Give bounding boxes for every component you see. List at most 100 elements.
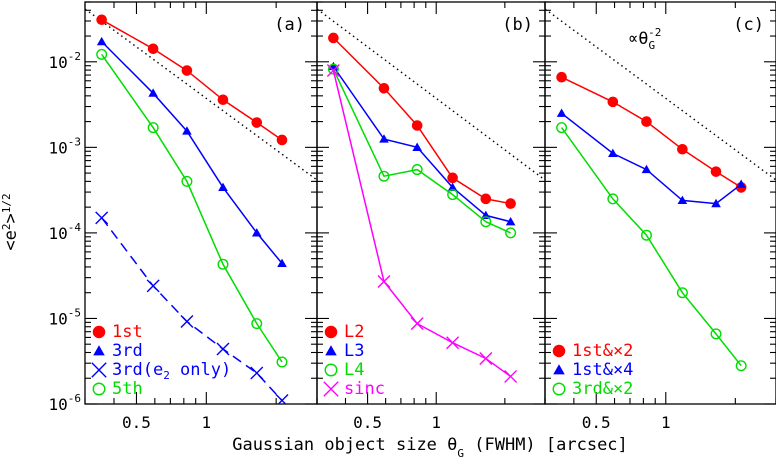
panels: 0.5 1 10-2 10-3 10-4 10-5 10-6 (a) 1st3rd3rd(e2 … [48, 1, 776, 432]
x-tick-label: 0.5 [122, 413, 151, 432]
data-point [378, 83, 390, 94]
plot-area [545, 8, 776, 372]
data-point [710, 328, 722, 340]
data-point [677, 143, 688, 155]
data-point [377, 275, 391, 289]
data-point [324, 363, 338, 377]
series-l4 [327, 63, 517, 239]
data-point [275, 393, 289, 404]
y-tick-label: 10-4 [48, 221, 81, 243]
x-tick-label: 1 [201, 413, 211, 432]
data-point [447, 189, 459, 201]
data-point [217, 94, 229, 106]
data-point [677, 195, 688, 204]
panel-label: (a) [274, 15, 305, 35]
data-point [556, 71, 567, 83]
data-point [446, 336, 460, 350]
data-point [92, 382, 106, 396]
plot-area [85, 8, 317, 404]
legend-label: 3rd&×2 [572, 379, 633, 399]
data-point [96, 14, 107, 26]
data-point [180, 315, 194, 329]
legend-label: 3rd [112, 341, 143, 361]
data-point [556, 122, 568, 134]
series-line [332, 66, 511, 223]
legend-label: 3rd(e2 only) [112, 360, 231, 382]
data-point [378, 170, 390, 182]
y-tick-label: 10-5 [48, 306, 81, 328]
legend-entry: 3rd&×2 [552, 379, 633, 399]
data-point [552, 344, 566, 358]
data-point [379, 134, 389, 143]
data-point [181, 65, 193, 76]
data-point [96, 36, 107, 46]
series-5th [96, 48, 288, 368]
legend-entry: L2 [324, 322, 364, 342]
data-point [325, 345, 337, 356]
data-point [327, 63, 339, 75]
x-tick-label: 1 [431, 413, 441, 432]
legend-entry: L3 [325, 341, 364, 361]
data-point [96, 48, 108, 60]
data-point [505, 198, 516, 209]
data-point [146, 279, 160, 293]
legend-entry: 1st&×4 [553, 360, 633, 380]
y-tick-label: 10-3 [48, 135, 81, 157]
data-point [181, 175, 193, 187]
x-tick-label: 1 [661, 413, 671, 432]
x-tick-label: 0.5 [582, 413, 611, 432]
data-point [552, 382, 566, 396]
data-point [276, 134, 288, 146]
legend-label: L4 [344, 360, 364, 380]
legend-entry: 5th [92, 379, 143, 399]
series-line [332, 70, 512, 378]
data-point [607, 96, 619, 108]
legend-entry: L4 [324, 360, 364, 380]
y-axis-label: <e2>1/2 [0, 193, 21, 250]
series-l2 [328, 32, 516, 209]
data-point [147, 122, 159, 134]
data-point [480, 216, 492, 228]
data-point [505, 216, 516, 226]
data-point [641, 116, 652, 127]
data-point [93, 345, 105, 356]
legend-label: 1st [112, 322, 143, 342]
data-point [710, 166, 722, 177]
series-3rd [96, 36, 287, 268]
legend-label: sinc [344, 379, 385, 399]
series-line [101, 41, 283, 264]
data-point [556, 108, 567, 117]
data-point [735, 360, 747, 372]
data-point [736, 179, 746, 188]
series-3rd-2 [556, 122, 747, 372]
data-point [640, 229, 652, 241]
panel-frame [544, 1, 776, 405]
data-point [216, 342, 230, 356]
data-point [277, 258, 287, 268]
data-point [553, 364, 565, 375]
y-tick-label: 10-2 [48, 50, 81, 72]
data-point [711, 198, 721, 208]
data-point [411, 120, 423, 131]
data-point [608, 148, 618, 157]
reference-line [85, 8, 317, 181]
series-1st-4 [556, 108, 746, 208]
legend-entry: sinc [323, 379, 385, 399]
series-line [101, 53, 283, 363]
data-point [276, 356, 288, 368]
data-point [607, 193, 619, 205]
panel-1: 0.5 1 10-2 10-3 10-4 10-5 10-6 (a) 1st3rd3rd(e2 … [48, 1, 318, 432]
x-tick-label: 0.5 [353, 413, 382, 432]
legend-entry: 1st&×2 [552, 341, 633, 361]
data-point [251, 228, 262, 237]
data-point [147, 43, 159, 55]
legend-entry: 3rd [93, 341, 143, 361]
legend-label: 5th [112, 379, 143, 399]
data-point [95, 211, 109, 225]
data-point [323, 381, 339, 397]
legend-label: L3 [344, 341, 364, 361]
series-1st [96, 14, 288, 146]
